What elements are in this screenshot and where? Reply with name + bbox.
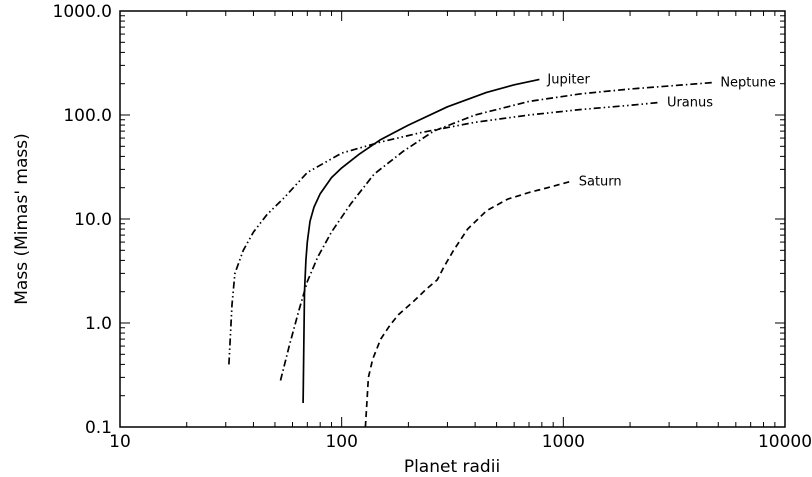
series-line-saturn bbox=[364, 180, 571, 428]
x-axis-title: Planet radii bbox=[404, 457, 500, 477]
series-line-jupiter bbox=[302, 78, 540, 404]
y-tick-label: 0.1 bbox=[85, 418, 112, 438]
x-tick-label: 10000 bbox=[758, 432, 812, 452]
series-lines bbox=[228, 78, 713, 428]
series-label-jupiter: Jupiter bbox=[546, 72, 590, 87]
series-line-neptune bbox=[279, 81, 713, 381]
series-labels: Jupiter Saturn Uranus Neptune bbox=[546, 72, 775, 189]
x-tick-label: 1000 bbox=[542, 432, 585, 452]
axis-ticks bbox=[119, 10, 786, 428]
plot-frame bbox=[119, 10, 786, 428]
x-tick-label: 100 bbox=[325, 432, 357, 452]
x-tick-label: 10 bbox=[109, 432, 131, 452]
series-label-saturn: Saturn bbox=[579, 174, 622, 189]
y-axis-title: Mass (Mimas' mass) bbox=[12, 133, 32, 304]
y-tick-label: 1000.0 bbox=[53, 2, 112, 22]
y-tick-label: 10.0 bbox=[74, 210, 112, 230]
x-tick-labels: 10 100 1000 10000 bbox=[109, 432, 812, 452]
y-tick-labels: 0.1 1.0 10.0 100.0 1000.0 bbox=[53, 2, 112, 438]
series-label-uranus: Uranus bbox=[667, 95, 713, 110]
y-tick-label: 1.0 bbox=[85, 314, 112, 334]
y-tick-label: 100.0 bbox=[63, 106, 112, 126]
series-line-uranus bbox=[228, 101, 660, 365]
series-label-neptune: Neptune bbox=[720, 76, 776, 91]
